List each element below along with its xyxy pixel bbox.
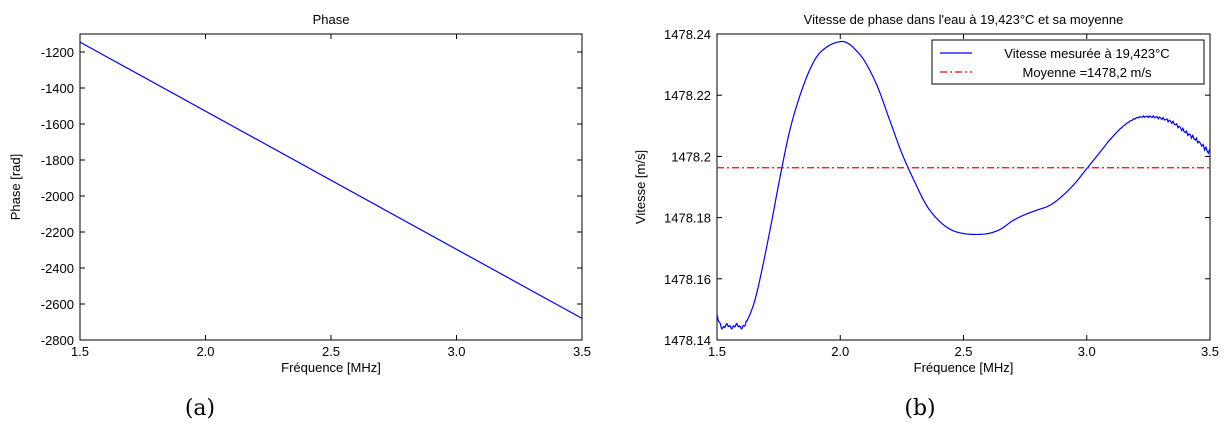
x-axis-label: Fréquence [MHz] [281, 360, 381, 375]
y-tick-label: -1600 [41, 117, 74, 132]
panel-caption: (b) [904, 396, 935, 421]
y-tick-label: -1800 [41, 153, 74, 168]
x-tick-label: 1.5 [708, 344, 726, 359]
y-tick-label: 1478.24 [664, 27, 711, 42]
y-tick-label: -1200 [41, 45, 74, 60]
y-tick-label: 1478.22 [664, 88, 711, 103]
y-tick-label: -2000 [41, 189, 74, 204]
x-tick-label: 2.0 [831, 344, 849, 359]
plot-frame [716, 33, 1211, 341]
x-tick-label: 2.5 [322, 344, 340, 359]
panel-caption: (a) [185, 396, 215, 421]
y-tick-label: 1478.16 [664, 272, 711, 287]
chart-title: Vitesse de phase dans l'eau à 19,423°C e… [804, 12, 1124, 27]
legend-label-0: Vitesse mesurée à 19,423°C [1004, 46, 1169, 61]
y-tick-label: -2200 [41, 225, 74, 240]
series-line-0 [716, 40, 1211, 330]
series-line-0 [79, 41, 583, 319]
x-tick-label: 2.0 [196, 344, 214, 359]
y-axis-label: Phase [rad] [8, 154, 23, 221]
chart-panel-1: Vitesse de phase dans l'eau à 19,423°C e… [633, 12, 1219, 421]
y-tick-label: 1478.2 [671, 149, 711, 164]
x-tick-label: 2.5 [954, 344, 972, 359]
x-tick-label: 1.5 [71, 344, 89, 359]
x-axis-label: Fréquence [MHz] [914, 360, 1014, 375]
x-tick-label: 3.5 [573, 344, 591, 359]
legend-label-1: Moyenne =1478,2 m/s [1023, 65, 1152, 80]
y-tick-label: -2800 [41, 333, 74, 348]
legend: Vitesse mesurée à 19,423°C Moyenne =1478,… [931, 39, 1205, 85]
legend-box [931, 39, 1205, 85]
chart-panel-0: Phase 1.5 2.0 2.5 3.0 3.5 -1200 -1400 -1600 -1800… [8, 12, 591, 421]
x-tick-label: 3.0 [447, 344, 465, 359]
x-tick-label: 3.0 [1078, 344, 1096, 359]
y-tick-label: 1478.14 [664, 333, 711, 348]
plot-frame [79, 33, 583, 341]
y-tick-label: -2600 [41, 297, 74, 312]
x-tick-label: 3.5 [1201, 344, 1219, 359]
y-tick-label: -2400 [41, 261, 74, 276]
y-tick-label: 1478.18 [664, 211, 711, 226]
y-axis-label: Vitesse [m/s] [633, 150, 648, 224]
y-tick-label: -1400 [41, 81, 74, 96]
chart-title: Phase [313, 12, 350, 27]
